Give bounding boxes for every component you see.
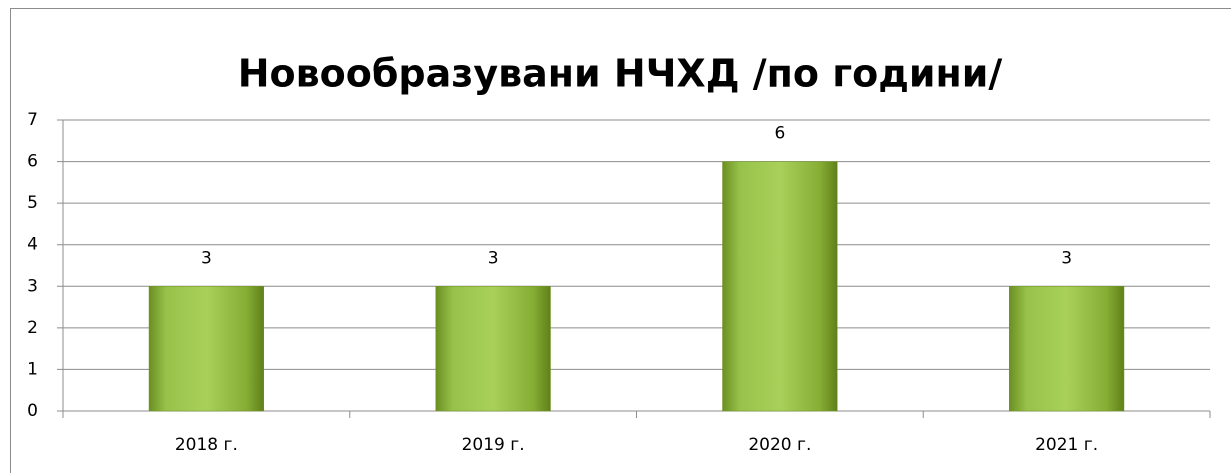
bar	[722, 161, 838, 412]
y-tick-label: 1	[27, 359, 38, 379]
y-tick-label: 3	[27, 276, 38, 296]
y-tick-label: 0	[27, 401, 38, 421]
bar	[1009, 286, 1125, 412]
y-tick-label: 5	[27, 193, 38, 213]
chart-title: Новообразувани НЧХД /по години/	[238, 52, 1003, 96]
x-tick-label: 2021 г.	[1035, 435, 1098, 455]
data-label: 3	[1061, 248, 1072, 268]
bar	[435, 286, 551, 412]
data-label: 3	[201, 248, 212, 268]
x-tick-label: 2020 г.	[748, 435, 811, 455]
y-tick-label: 7	[27, 110, 38, 130]
x-tick-label: 2019 г.	[462, 435, 525, 455]
data-label: 3	[488, 248, 499, 268]
data-label: 6	[774, 124, 785, 144]
y-tick-label: 6	[27, 152, 38, 172]
x-tick-label: 2018 г.	[175, 435, 238, 455]
y-tick-label: 2	[27, 318, 38, 338]
bar	[148, 286, 264, 412]
y-tick-label: 4	[27, 235, 38, 255]
